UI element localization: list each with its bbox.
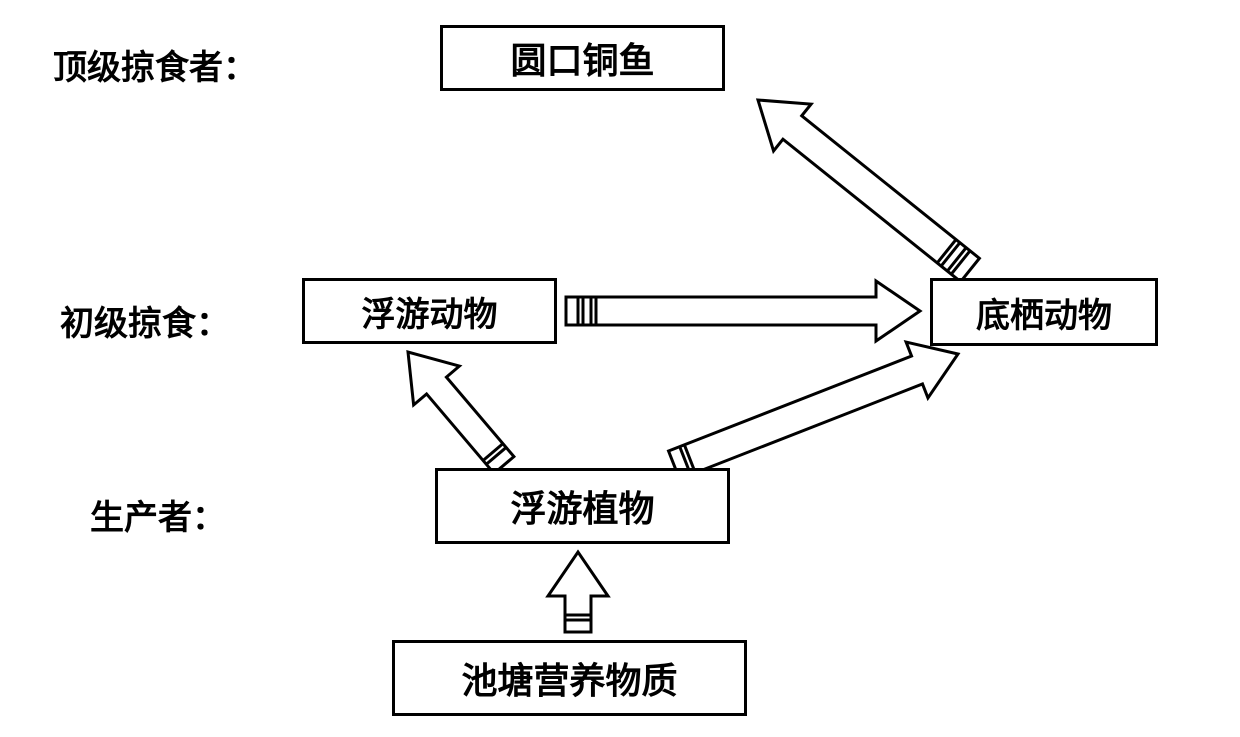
node-benthos: 底栖动物 [930, 278, 1158, 346]
label-top-predator: 顶级掠食者： [53, 40, 257, 89]
arrow-zoo-to-benthos [566, 281, 920, 341]
node-zooplankton: 浮游动物 [302, 278, 557, 344]
label-primary-predator: 初级掠食： [60, 296, 230, 345]
arrow-benthos-to-fish [739, 77, 989, 294]
arrow-nutrients-to-phyto [548, 552, 608, 632]
arrows-layer [0, 0, 1240, 737]
node-fish: 圆口铜鱼 [440, 25, 725, 91]
node-phytoplankton: 浮游植物 [435, 468, 730, 544]
arrow-phyto-to-zoo [385, 333, 527, 485]
label-producer: 生产者： [90, 490, 226, 539]
node-nutrients: 池塘营养物质 [392, 640, 747, 716]
